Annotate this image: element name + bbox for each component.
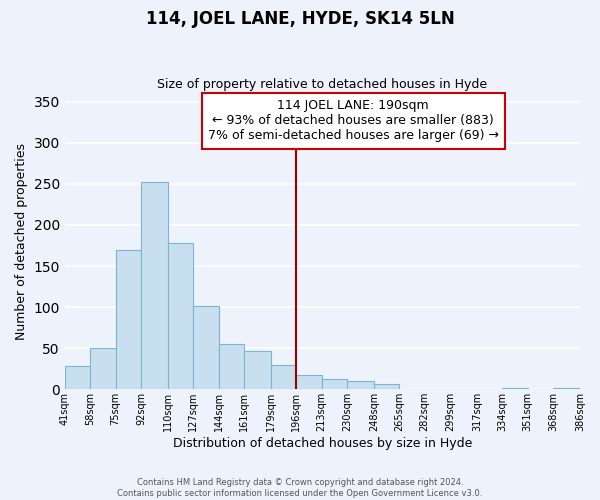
X-axis label: Distribution of detached houses by size in Hyde: Distribution of detached houses by size … [173,437,472,450]
Text: 114 JOEL LANE: 190sqm
← 93% of detached houses are smaller (883)
7% of semi-deta: 114 JOEL LANE: 190sqm ← 93% of detached … [208,100,499,142]
Y-axis label: Number of detached properties: Number of detached properties [15,143,28,340]
Bar [90,348,116,390]
Bar [322,380,347,390]
Bar [141,182,168,390]
Bar [65,366,90,390]
Bar [271,366,296,390]
Bar [553,388,580,390]
Bar [374,384,400,390]
Bar [296,374,322,390]
Bar [347,381,374,390]
Bar [218,344,244,390]
Bar [244,350,271,390]
Bar [116,250,141,390]
Title: Size of property relative to detached houses in Hyde: Size of property relative to detached ho… [157,78,487,91]
Bar [502,388,528,390]
Text: 114, JOEL LANE, HYDE, SK14 5LN: 114, JOEL LANE, HYDE, SK14 5LN [146,10,454,28]
Bar [168,243,193,390]
Text: Contains HM Land Registry data © Crown copyright and database right 2024.
Contai: Contains HM Land Registry data © Crown c… [118,478,482,498]
Bar [193,306,218,390]
